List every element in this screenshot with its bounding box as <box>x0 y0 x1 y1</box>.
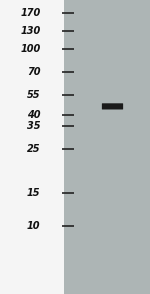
Text: 70: 70 <box>27 67 40 77</box>
FancyBboxPatch shape <box>102 104 123 109</box>
FancyBboxPatch shape <box>103 104 122 109</box>
FancyBboxPatch shape <box>102 103 123 109</box>
FancyBboxPatch shape <box>102 104 123 109</box>
Text: 15: 15 <box>27 188 40 198</box>
Text: 10: 10 <box>27 221 40 231</box>
Text: 55: 55 <box>27 90 40 100</box>
Text: 130: 130 <box>20 26 40 36</box>
Text: 100: 100 <box>20 44 40 54</box>
FancyBboxPatch shape <box>102 103 123 109</box>
Text: 170: 170 <box>20 8 40 18</box>
Text: 35: 35 <box>27 121 40 131</box>
Bar <box>64 0 150 294</box>
FancyBboxPatch shape <box>103 104 122 108</box>
FancyBboxPatch shape <box>103 104 122 108</box>
Text: 25: 25 <box>27 144 40 154</box>
FancyBboxPatch shape <box>103 105 122 108</box>
Text: 40: 40 <box>27 110 40 120</box>
FancyBboxPatch shape <box>103 105 122 108</box>
FancyBboxPatch shape <box>102 104 123 109</box>
